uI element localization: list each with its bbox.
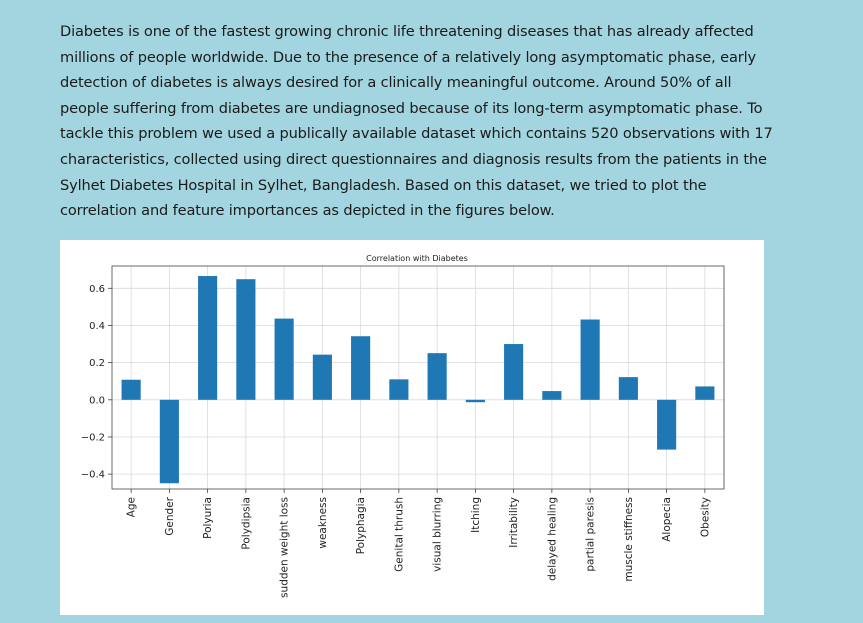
- x-tick-label: muscle stiffness: [623, 497, 635, 582]
- bar-gender: [159, 399, 179, 484]
- bar-visual-blurring: [427, 353, 447, 400]
- x-tick-label: Obesity: [699, 497, 711, 537]
- plot-frame: [111, 265, 725, 490]
- x-tick-label: partial paresis: [585, 497, 597, 572]
- x-axis: Age Gender Polyuria Polydipsia sudden weight…: [126, 489, 711, 598]
- y-tick-label: −0.2: [81, 432, 105, 443]
- y-tick-label: 0.2: [89, 358, 105, 369]
- bar-polydipsia: [236, 279, 256, 400]
- bar-alopecia: [657, 399, 677, 450]
- y-tick-label: 0.6: [89, 284, 105, 295]
- bar-age: [121, 379, 141, 400]
- correlation-bar-chart: Correlation with Diabetes −0.4 −0.2 0.0 0.2…: [81, 254, 725, 598]
- x-tick-label: Polydipsia: [240, 497, 252, 550]
- x-tick-label: Irritability: [508, 497, 520, 548]
- correlation-figure: Correlation with Diabetes −0.4 −0.2 0.0 0.2…: [60, 240, 764, 615]
- intro-paragraph: Diabetes is one of the fastest growing c…: [60, 23, 773, 220]
- x-tick-label: Gender: [164, 496, 176, 535]
- bar-delayed-healing: [542, 391, 562, 400]
- x-tick-label: Polyuria: [202, 497, 214, 539]
- bar-irritability: [504, 344, 524, 400]
- bar-muscle-stiffness: [618, 377, 638, 400]
- x-tick-label: Age: [126, 497, 138, 517]
- bar-layer: [121, 276, 715, 484]
- bar-genital-thrush: [389, 379, 409, 400]
- y-tick-label: 0.4: [89, 321, 105, 332]
- y-axis: −0.4 −0.2 0.0 0.2 0.4 0.6: [81, 284, 112, 481]
- x-tick-label: weakness: [317, 497, 329, 549]
- x-tick-label: visual blurring: [432, 497, 444, 572]
- x-tick-label: sudden weight loss: [279, 497, 291, 598]
- bar-weakness: [312, 354, 332, 400]
- x-tick-label: Genital thrush: [393, 497, 405, 572]
- x-tick-label: Itching: [470, 497, 482, 533]
- x-tick-label: delayed healing: [546, 497, 558, 581]
- x-tick-label: Polyphagia: [355, 497, 367, 554]
- bar-polyuria: [198, 276, 218, 400]
- y-tick-label: −0.4: [81, 470, 105, 481]
- x-tick-label: Alopecia: [661, 497, 673, 542]
- y-tick-label: 0.0: [89, 395, 105, 406]
- bar-polyphagia: [351, 336, 371, 400]
- bar-partial-paresis: [580, 319, 600, 400]
- bar-sudden-weight-loss: [274, 318, 294, 400]
- chart-title: Correlation with Diabetes: [366, 254, 468, 263]
- bar-itching: [465, 399, 485, 403]
- bar-obesity: [695, 386, 715, 400]
